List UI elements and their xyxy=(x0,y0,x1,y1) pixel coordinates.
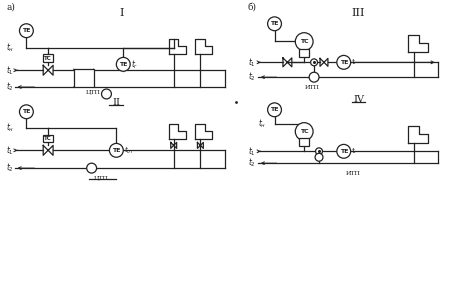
Circle shape xyxy=(20,105,33,119)
Text: IV: IV xyxy=(353,95,364,104)
Text: TC: TC xyxy=(44,56,52,61)
Circle shape xyxy=(315,153,323,161)
Circle shape xyxy=(311,59,317,66)
Text: $t_{от}$: $t_{от}$ xyxy=(124,145,135,156)
Text: TE: TE xyxy=(271,21,279,26)
Text: $t_1$: $t_1$ xyxy=(248,145,256,157)
Text: б): б) xyxy=(248,2,257,11)
Text: $t_2$: $t_2$ xyxy=(6,162,14,174)
Text: I: I xyxy=(119,8,124,18)
Text: t: t xyxy=(351,58,355,66)
Circle shape xyxy=(295,123,313,141)
Text: TE: TE xyxy=(112,148,121,153)
Bar xyxy=(43,135,53,142)
Text: II: II xyxy=(112,98,120,107)
Circle shape xyxy=(110,143,123,157)
Text: $t_1$: $t_1$ xyxy=(6,144,14,157)
Text: TE: TE xyxy=(119,62,127,67)
Text: ЦТП: ЦТП xyxy=(94,175,109,181)
Text: ИТП: ИТП xyxy=(346,171,361,175)
Circle shape xyxy=(268,103,281,117)
Text: $t_2$: $t_2$ xyxy=(6,81,14,93)
Text: t: t xyxy=(351,147,355,155)
Circle shape xyxy=(315,148,322,155)
Text: $t_2$: $t_2$ xyxy=(248,157,256,169)
Circle shape xyxy=(20,24,33,38)
Circle shape xyxy=(309,72,319,82)
Bar xyxy=(299,49,309,57)
Text: $t_н$: $t_н$ xyxy=(6,41,14,54)
Text: TC: TC xyxy=(300,39,308,44)
Text: $t_2$: $t_2$ xyxy=(248,71,256,83)
Text: TE: TE xyxy=(271,107,279,112)
Circle shape xyxy=(102,89,111,99)
Text: TE: TE xyxy=(22,28,30,33)
Bar xyxy=(299,138,309,146)
Bar xyxy=(43,54,53,62)
Text: III: III xyxy=(352,8,366,18)
Text: $t_1$: $t_1$ xyxy=(248,56,256,69)
Text: $t_н$: $t_н$ xyxy=(258,117,266,130)
Text: TE: TE xyxy=(340,60,348,65)
Circle shape xyxy=(295,33,313,51)
Text: ЦТП: ЦТП xyxy=(86,89,101,95)
Circle shape xyxy=(337,144,351,158)
Circle shape xyxy=(337,55,351,69)
Text: $t_н$: $t_н$ xyxy=(6,121,14,134)
Text: ИТП: ИТП xyxy=(305,85,320,90)
Text: а): а) xyxy=(7,2,15,11)
Text: $t_1$: $t_1$ xyxy=(6,64,14,76)
Bar xyxy=(74,69,94,87)
Text: TC: TC xyxy=(44,136,52,141)
Text: TE: TE xyxy=(340,149,348,154)
Circle shape xyxy=(87,163,96,173)
Circle shape xyxy=(268,17,281,31)
Circle shape xyxy=(117,57,130,71)
Text: TC: TC xyxy=(300,129,308,134)
Text: $t_r$: $t_r$ xyxy=(131,58,139,70)
Text: TE: TE xyxy=(22,109,30,114)
